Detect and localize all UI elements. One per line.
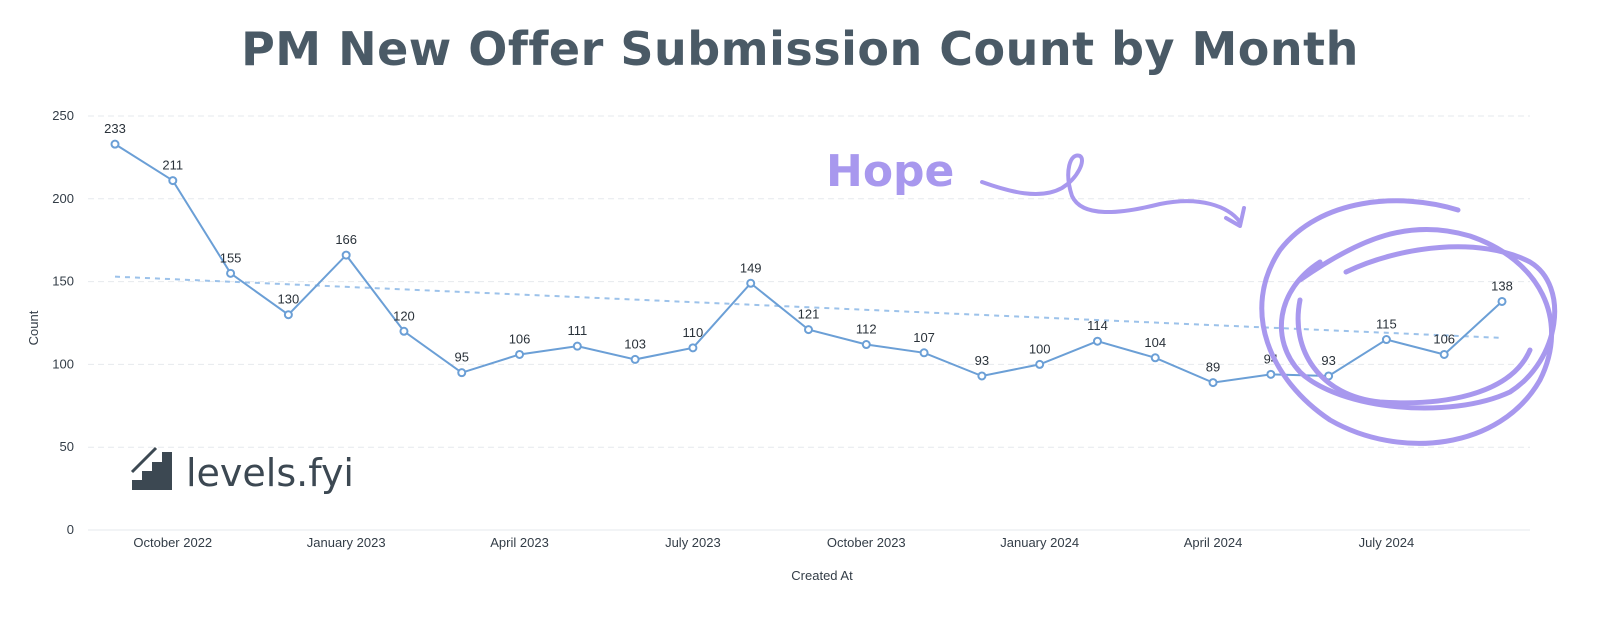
y-tick-label: 50 (60, 439, 74, 454)
data-point (515, 349, 525, 359)
hand-drawn-circle-icon (1259, 198, 1558, 446)
data-label: 93 (975, 353, 989, 368)
data-label: 155 (220, 250, 242, 265)
data-point (1324, 371, 1334, 381)
data-point (110, 139, 120, 149)
y-axis-ticks: 0 50 100 150 200 250 (52, 108, 74, 537)
data-points (110, 139, 1507, 388)
x-tick-label: April 2024 (1184, 535, 1243, 550)
data-point (457, 368, 467, 378)
logo-diagonal-line (130, 446, 158, 474)
hope-text: Hope (826, 146, 954, 197)
data-point (1497, 296, 1507, 306)
data-label: 111 (567, 323, 587, 338)
y-tick-label: 100 (52, 356, 74, 371)
data-label: 104 (1144, 335, 1166, 350)
data-point (919, 348, 929, 358)
x-tick-label: October 2022 (133, 535, 212, 550)
hope-annotation: Hope (826, 146, 1558, 446)
data-label: 120 (393, 308, 415, 323)
data-point (1439, 349, 1449, 359)
data-point (399, 326, 409, 336)
chart-title: PM New Offer Submission Count by Month (241, 22, 1359, 76)
y-tick-label: 200 (52, 191, 74, 206)
x-tick-label: July 2024 (1359, 535, 1415, 550)
data-point (226, 268, 236, 278)
data-point (688, 343, 698, 353)
y-tick-label: 0 (67, 522, 74, 537)
logo: levels.fyi (130, 446, 354, 495)
data-point (1035, 359, 1045, 369)
data-point (630, 354, 640, 364)
data-label: 149 (740, 260, 762, 275)
circle-stroke-3 (1295, 297, 1533, 406)
data-label: 211 (162, 158, 183, 173)
data-label: 138 (1491, 278, 1513, 293)
data-label: 166 (335, 232, 357, 247)
stairs-logo-icon (130, 446, 172, 490)
data-point (804, 325, 813, 335)
data-label: 100 (1029, 341, 1051, 356)
x-tick-label: October 2023 (827, 535, 906, 550)
logo-text: levels.fyi (186, 451, 354, 495)
x-tick-label: April 2023 (490, 535, 549, 550)
data-label: 121 (798, 307, 820, 322)
data-label: 115 (1376, 317, 1397, 332)
data-point (341, 250, 351, 260)
data-label: 106 (509, 331, 531, 346)
data-point (283, 310, 293, 320)
data-label: 89 (1206, 360, 1220, 375)
data-label: 114 (1087, 318, 1108, 333)
y-tick-label: 150 (52, 274, 74, 289)
circle-stroke-2 (1278, 244, 1558, 411)
series-line (114, 143, 1503, 384)
circle-stroke-1 (1259, 198, 1555, 446)
data-point (861, 340, 871, 350)
data-point (1266, 369, 1276, 379)
data-point (1150, 353, 1160, 363)
data-point (1092, 336, 1102, 346)
data-label: 106 (1433, 331, 1455, 346)
data-label: 107 (913, 330, 935, 345)
data-label: 112 (856, 322, 877, 337)
x-tick-label: January 2024 (1000, 535, 1079, 550)
data-point (746, 278, 756, 288)
data-point (1208, 378, 1218, 388)
data-label: 233 (104, 121, 126, 136)
data-point (1381, 335, 1391, 345)
logo-stairs-shape (132, 452, 172, 490)
hand-drawn-arrow-icon (980, 153, 1246, 228)
data-point (977, 371, 987, 381)
y-tick-label: 250 (52, 108, 74, 123)
data-label: 110 (683, 325, 704, 340)
x-tick-label: January 2023 (307, 535, 386, 550)
x-axis-title: Created At (791, 568, 853, 583)
data-point (168, 176, 178, 186)
data-label: 130 (278, 292, 300, 307)
data-label: 103 (624, 336, 646, 351)
x-tick-label: July 2023 (665, 535, 721, 550)
x-axis-ticks: October 2022 January 2023 April 2023 July 2… (133, 535, 1414, 550)
y-axis-title: Count (26, 310, 41, 345)
data-label: 95 (455, 350, 469, 365)
data-point (572, 341, 582, 351)
grid-lines (88, 115, 1530, 531)
data-label: 93 (1321, 353, 1335, 368)
trend-line (114, 275, 1503, 339)
